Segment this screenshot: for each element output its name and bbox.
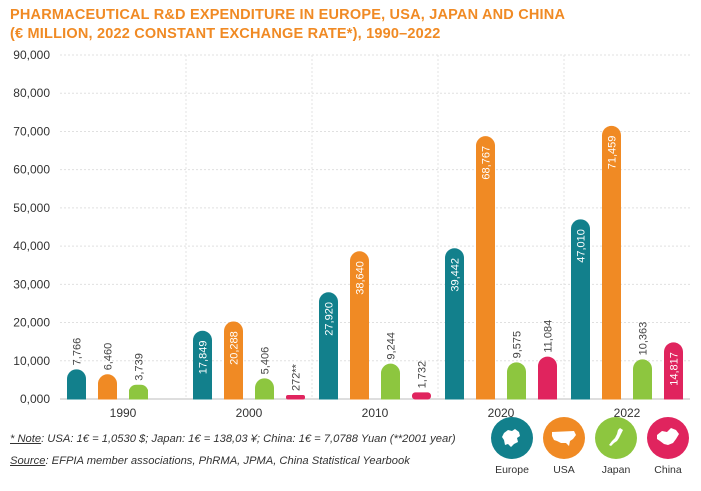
chart-title-line-2: (€ MILLION, 2022 CONSTANT EXCHANGE RATE*… bbox=[10, 26, 441, 42]
data-label-europe-2010: 27,920 bbox=[324, 302, 336, 336]
legend-label-china: China bbox=[654, 464, 682, 476]
bar-europe-2010 bbox=[319, 292, 338, 400]
data-label-usa-2000: 20,288 bbox=[229, 331, 241, 365]
y-tick-label: 10,000 bbox=[13, 354, 50, 368]
data-label-china-2000: 272** bbox=[291, 363, 303, 391]
bar-base bbox=[350, 389, 369, 400]
data-label-china-2010: 1,732 bbox=[417, 361, 429, 389]
bar-base bbox=[255, 389, 274, 400]
source-label: Source bbox=[10, 455, 46, 467]
y-tick-label: 60,000 bbox=[13, 163, 50, 177]
data-label-usa-2010: 38,640 bbox=[355, 261, 367, 295]
bars: 7,766 6,460 3,739 17,849 20,288 5,406 272** 27,… bbox=[67, 125, 683, 400]
bar-base bbox=[538, 389, 557, 400]
y-tick-label: 40,000 bbox=[13, 239, 50, 253]
legend-label-usa: USA bbox=[553, 464, 575, 476]
bar-japan-2022 bbox=[633, 359, 652, 400]
bar-base bbox=[571, 389, 590, 400]
bar-usa-2020 bbox=[476, 136, 495, 400]
bar-base bbox=[445, 389, 464, 400]
bar-base bbox=[602, 389, 621, 400]
legend-item-japan: Japan bbox=[590, 417, 642, 476]
bar-base bbox=[664, 389, 683, 400]
data-label-china-2022: 14,817 bbox=[669, 352, 681, 386]
bar-base bbox=[476, 389, 495, 400]
bar-china-2000 bbox=[286, 395, 305, 400]
bar-china-2010 bbox=[412, 392, 431, 400]
note-text: : USA: 1€ = 1,0530 $; Japan: 1€ = 138,03… bbox=[41, 433, 456, 445]
bar-base bbox=[129, 389, 148, 400]
bar-base bbox=[381, 389, 400, 400]
legend-label-japan: Japan bbox=[601, 464, 631, 476]
gridlines bbox=[60, 54, 690, 400]
legend-item-china: China bbox=[642, 417, 694, 476]
data-label-japan-2022: 10,363 bbox=[638, 322, 650, 356]
data-label-japan-2010: 9,244 bbox=[386, 332, 398, 360]
bar-chart: 0,000 10,000 20,000 30,000 40,000 50,000 60,00… bbox=[13, 48, 690, 420]
bar-base bbox=[507, 389, 526, 400]
japan-map-icon bbox=[595, 417, 637, 459]
x-tick-label: 2010 bbox=[362, 406, 389, 420]
bar-europe-2000 bbox=[193, 330, 212, 400]
y-tick-label: 80,000 bbox=[13, 86, 50, 100]
bar-base bbox=[224, 389, 243, 400]
bar-base bbox=[319, 389, 338, 400]
bar-usa-2022 bbox=[602, 125, 621, 400]
footnotes: * Note: USA: 1€ = 1,0530 $; Japan: 1€ = … bbox=[10, 428, 480, 472]
bar-base bbox=[633, 389, 652, 400]
y-axis-ticks: 0,000 10,000 20,000 30,000 40,000 50,000 60,00… bbox=[13, 48, 50, 406]
bar-china-2022 bbox=[664, 342, 683, 400]
data-label-usa-2020: 68,767 bbox=[481, 146, 493, 180]
data-label-europe-2020: 39,442 bbox=[450, 258, 462, 292]
data-label-china-2020: 11,084 bbox=[543, 320, 555, 353]
data-label-usa-1990: 6,460 bbox=[103, 343, 115, 371]
source-text: : EFPIA member associations, PhRMA, JPMA… bbox=[45, 455, 410, 467]
data-label-usa-2022: 71,459 bbox=[607, 136, 619, 170]
bar-europe-2022 bbox=[571, 219, 590, 400]
x-tick-label: 1990 bbox=[110, 406, 137, 420]
exchange-rate-note: * Note: USA: 1€ = 1,0530 $; Japan: 1€ = … bbox=[10, 428, 480, 450]
legend-label-europe: Europe bbox=[495, 464, 529, 476]
legend-item-europe: Europe bbox=[486, 417, 538, 476]
data-label-japan-1990: 3,739 bbox=[134, 353, 146, 381]
x-tick-label: 2000 bbox=[236, 406, 263, 420]
y-tick-label: 0,000 bbox=[20, 392, 50, 406]
data-label-japan-2020: 9,575 bbox=[512, 331, 524, 359]
x-axis-ticks: 1990 2000 2010 2020 2022 bbox=[110, 406, 641, 420]
y-tick-label: 20,000 bbox=[13, 316, 50, 330]
x-tick-label: 2022 bbox=[614, 406, 641, 420]
data-label-japan-2000: 5,406 bbox=[260, 347, 272, 375]
data-label-europe-1990: 7,766 bbox=[72, 338, 84, 366]
bar-usa-2010 bbox=[350, 251, 369, 400]
europe-map-icon bbox=[491, 417, 533, 459]
bar-china-2020 bbox=[538, 356, 557, 400]
bar-base bbox=[67, 389, 86, 400]
legend-item-usa: USA bbox=[538, 417, 590, 476]
y-tick-label: 90,000 bbox=[13, 48, 50, 62]
y-tick-label: 50,000 bbox=[13, 201, 50, 215]
chart-title-line-1: PHARMACEUTICAL R&D EXPENDITURE IN EUROPE… bbox=[10, 7, 566, 23]
usa-map-icon bbox=[543, 417, 585, 459]
legend: Europe USA Japan China bbox=[486, 417, 698, 487]
y-tick-label: 70,000 bbox=[13, 124, 50, 138]
note-label: * Note bbox=[10, 433, 42, 445]
bar-usa-2000 bbox=[224, 321, 243, 400]
data-label-europe-2000: 17,849 bbox=[198, 341, 210, 375]
data-label-europe-2022: 47,010 bbox=[576, 229, 588, 263]
chart-title: PHARMACEUTICAL R&D EXPENDITURE IN EUROPE… bbox=[10, 6, 566, 44]
china-map-icon bbox=[647, 417, 689, 459]
bar-base bbox=[193, 389, 212, 400]
y-tick-label: 30,000 bbox=[13, 277, 50, 291]
source-note: Source: EFPIA member associations, PhRMA… bbox=[10, 450, 480, 472]
x-tick-label: 2020 bbox=[488, 406, 515, 420]
bar-europe-2020 bbox=[445, 248, 464, 400]
bar-base bbox=[98, 389, 117, 400]
